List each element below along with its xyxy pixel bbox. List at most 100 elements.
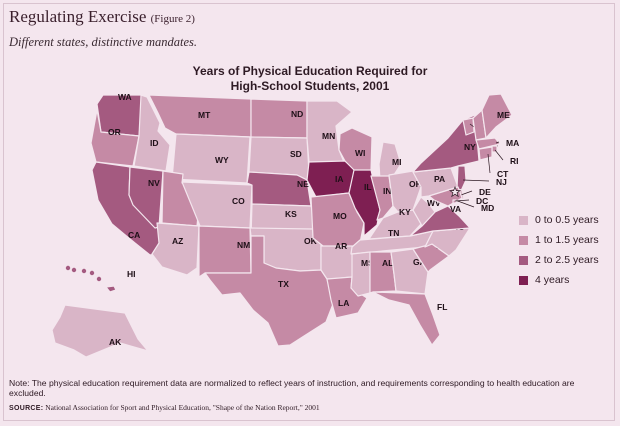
state-shape-or	[90, 109, 140, 167]
state-label-ar: AR	[335, 241, 347, 251]
state-shape-ia	[306, 160, 356, 198]
figure-subtitle: Different states, distinctive mandates.	[9, 35, 198, 49]
state-label-la: LA	[338, 298, 349, 308]
state-leader-ma	[495, 141, 500, 144]
state-nm: NM	[198, 225, 252, 278]
state-label-tx: TX	[278, 279, 289, 289]
state-label-me: ME	[497, 110, 510, 120]
map-title: Years of Physical Education Required for…	[190, 64, 430, 94]
figure-number: (Figure 2)	[150, 13, 195, 25]
source-line: SOURCE: National Association for Sport a…	[9, 403, 609, 412]
state-label-nd: ND	[291, 109, 303, 119]
state-label-wa: WA	[118, 92, 132, 102]
state-shape-ne	[246, 171, 312, 207]
state-label-wy: WY	[215, 155, 229, 165]
figure-frame	[3, 3, 615, 421]
hawaii-island-0	[65, 265, 71, 271]
source-label: SOURCE:	[9, 405, 44, 412]
state-ma: MA	[475, 137, 519, 150]
state-label-nm: NM	[237, 240, 250, 250]
state-ny: NY	[412, 114, 480, 173]
state-hi: HI	[65, 265, 136, 293]
state-label-fl: FL	[437, 302, 447, 312]
state-leader-de	[460, 190, 473, 196]
map-title-line2: High-School Students, 2001	[230, 79, 390, 93]
legend-swatch-1	[519, 236, 528, 245]
map-note: Note: The physical education requirement…	[9, 378, 575, 398]
state-label-wi: WI	[355, 148, 365, 158]
state-label-wv: WV	[427, 198, 441, 208]
state-me: ME	[481, 93, 513, 139]
hawaii-island-2	[81, 268, 87, 274]
state-fl: FL	[372, 291, 447, 346]
state-label-mn: MN	[322, 131, 335, 141]
legend-label-2: 2 to 2.5 years	[535, 254, 599, 266]
state-shape-ma	[475, 137, 501, 150]
state-shape-vt	[462, 117, 475, 136]
state-label-ok: OK	[304, 236, 318, 246]
state-shape-wy	[171, 133, 251, 184]
legend-swatch-3	[519, 276, 528, 285]
state-label-de: DE	[479, 187, 491, 197]
figure-title-text: Regulating Exercise	[9, 7, 147, 26]
state-shape-ak	[51, 304, 149, 358]
state-label-ne: NE	[297, 179, 309, 189]
state-shape-id	[133, 94, 171, 172]
state-label-ca: CA	[128, 230, 140, 240]
state-label-in: IN	[383, 186, 392, 196]
state-tx: TX	[204, 235, 334, 347]
state-label-az: AZ	[172, 236, 183, 246]
state-label-va: VA	[450, 204, 461, 214]
state-ct: CT	[478, 146, 509, 179]
state-leader-nj	[462, 179, 490, 182]
source-text: National Association for Sport and Physi…	[45, 403, 320, 412]
state-shape-ct	[478, 146, 493, 161]
state-label-or: OR	[108, 127, 121, 137]
state-label-hi: HI	[127, 269, 136, 279]
hawaii-island-3	[89, 270, 95, 276]
map-title-line1: Years of Physical Education Required for	[192, 64, 428, 78]
state-shape-nj	[456, 165, 467, 194]
state-leader-md	[454, 199, 475, 208]
state-label-nj: NJ	[496, 177, 507, 187]
hawaii-island-4	[96, 276, 102, 282]
state-label-oh: OH	[409, 179, 422, 189]
legend-label-0: 0 to 0.5 years	[535, 214, 599, 226]
state-nj: NJ	[456, 165, 507, 194]
state-shape-dc	[452, 199, 457, 204]
state-leader-ct	[487, 153, 491, 174]
state-label-ia: IA	[335, 174, 344, 184]
state-label-mo: MO	[333, 211, 347, 221]
dc-star-icon	[448, 186, 462, 198]
state-shape-ny	[412, 114, 480, 173]
legend-swatch-0	[519, 216, 528, 225]
state-label-dc: DC	[476, 196, 488, 206]
state-label-tn: TN	[388, 228, 399, 238]
state-leader-dc	[454, 199, 470, 202]
state-shape-hi	[105, 285, 117, 293]
state-label-ms: MS	[361, 258, 374, 268]
state-ne: NE	[246, 171, 312, 207]
state-shape-nm	[198, 225, 252, 278]
state-leader-vt	[469, 123, 475, 128]
figure-title: Regulating Exercise (Figure 2)	[9, 7, 195, 27]
state-label-mi: MI	[392, 157, 401, 167]
state-label-mt: MT	[198, 110, 211, 120]
state-label-al: AL	[382, 258, 393, 268]
legend-swatch-2	[519, 256, 528, 265]
state-leader-ri	[494, 149, 504, 161]
state-shape-fl	[372, 291, 441, 346]
hawaii-island-1	[71, 267, 77, 273]
state-label-pa: PA	[434, 174, 445, 184]
state-az: AZ	[151, 222, 200, 276]
state-label-ga: GA	[413, 257, 426, 267]
state-or: OR	[90, 109, 140, 167]
state-shape-tx	[204, 235, 334, 347]
state-label-co: CO	[232, 196, 245, 206]
state-label-nv: NV	[148, 178, 160, 188]
state-shape-me	[481, 93, 513, 139]
state-label-ak: AK	[109, 337, 122, 347]
state-label-ct: CT	[497, 169, 509, 179]
state-ri: RI	[491, 145, 519, 166]
